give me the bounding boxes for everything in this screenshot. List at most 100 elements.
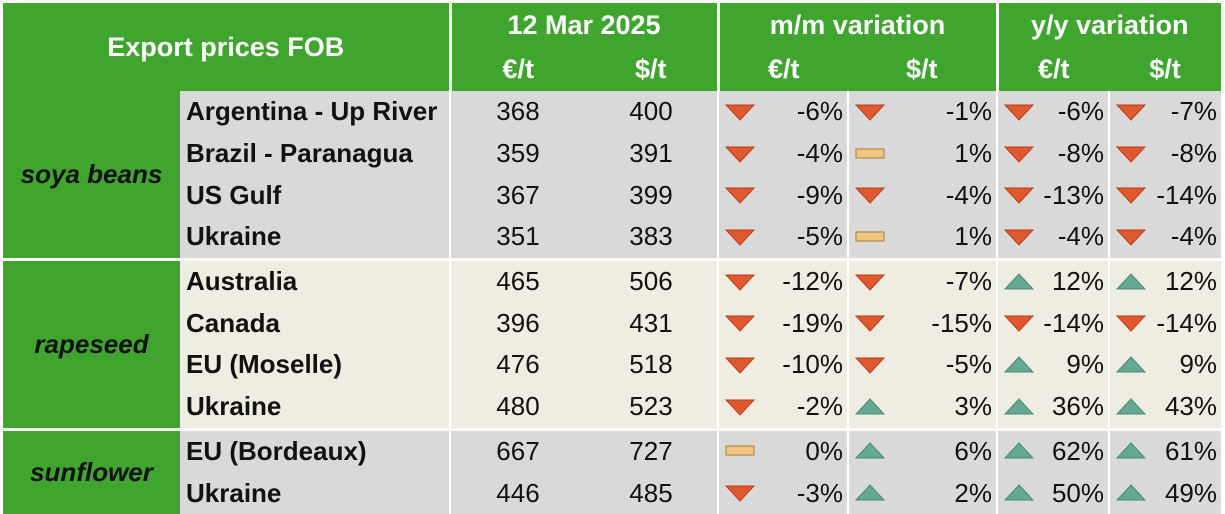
variation-yy-usd: 49% — [1107, 472, 1222, 514]
variation-value: -12% — [782, 266, 843, 297]
down-triangle-icon — [1004, 187, 1034, 204]
origin-label: Canada — [180, 302, 450, 345]
down-triangle-icon — [725, 229, 755, 246]
variation-value: -8% — [1057, 138, 1104, 169]
commodity-group-label: rapeseed — [3, 257, 180, 429]
price-eur: 465 — [449, 257, 585, 303]
up-triangle-icon — [1116, 484, 1146, 501]
up-triangle-icon — [1116, 397, 1146, 415]
variation-value: -5% — [796, 221, 843, 252]
variation-mm-usd: -1% — [847, 91, 997, 133]
eur-unit-header: €/t — [448, 47, 585, 91]
variation-value: 9% — [1066, 349, 1104, 380]
down-triangle-icon — [725, 187, 755, 204]
variation-value: -4% — [796, 138, 843, 169]
price-usd: 506 — [585, 257, 718, 303]
origin-label: Ukraine — [180, 385, 450, 429]
down-triangle-icon — [1004, 146, 1034, 163]
variation-yy-usd: -7% — [1107, 91, 1222, 133]
price-usd: 523 — [585, 385, 718, 429]
variation-value: 3% — [954, 391, 992, 422]
table-row: Ukraine 480 523 -2% 3% 36% 43% — [3, 385, 1222, 429]
variation-value: 12% — [1051, 266, 1104, 297]
flat-bar-icon — [855, 148, 885, 159]
variation-yy-eur: -14% — [996, 302, 1109, 345]
up-triangle-icon — [855, 397, 885, 415]
variation-value: -2% — [796, 391, 843, 422]
variation-mm-usd: -15% — [847, 302, 997, 345]
variation-yy-usd: -8% — [1107, 132, 1222, 175]
variation-mm-usd: 1% — [847, 132, 997, 175]
up-triangle-icon — [1004, 356, 1034, 373]
variation-mm-usd: 6% — [847, 427, 997, 473]
up-triangle-icon — [855, 484, 885, 501]
variation-yy-eur: 12% — [996, 257, 1109, 303]
usd-unit-header: $/t — [585, 47, 718, 91]
price-usd: 383 — [585, 216, 718, 260]
yy-usd-unit-header: $/t — [1109, 47, 1222, 91]
table-row: sunflower EU (Bordeaux) 667 727 0% 6% 62% 61% — [3, 427, 1222, 514]
price-usd: 391 — [585, 132, 718, 175]
mm-eur-unit-header: €/t — [716, 47, 848, 91]
down-triangle-icon — [1116, 315, 1146, 333]
price-usd: 400 — [585, 91, 718, 133]
variation-mm-eur: -12% — [717, 257, 848, 303]
price-eur: 359 — [449, 132, 585, 175]
variation-yy-usd: 43% — [1107, 385, 1222, 429]
price-eur: 667 — [449, 427, 585, 473]
variation-mm-usd: 1% — [847, 216, 997, 260]
mm-variation-header: m/m variation — [716, 3, 997, 47]
variation-yy-usd: -4% — [1107, 216, 1222, 260]
yy-eur-unit-header: €/t — [995, 47, 1109, 91]
variation-mm-eur: -10% — [717, 344, 848, 386]
up-triangle-icon — [1116, 356, 1146, 373]
table-row: Ukraine 446 485 -3% 2% 50% 49% — [3, 472, 1222, 514]
variation-value: -14% — [1156, 307, 1218, 338]
yy-variation-header: y/y variation — [995, 3, 1222, 47]
table-row: Ukraine 351 383 -5% 1% -4% -4% — [3, 216, 1222, 260]
variation-value: -6% — [1057, 96, 1104, 127]
variation-value: 2% — [954, 477, 992, 508]
table-title: Export prices FOB — [3, 3, 450, 91]
variation-value: -13% — [1043, 179, 1104, 210]
price-rows: soya beans Argentina - Up River 368 400 -6% -… — [3, 91, 1222, 514]
variation-mm-eur: -6% — [717, 91, 848, 133]
variation-mm-usd: 2% — [847, 472, 997, 514]
variation-value: 36% — [1051, 391, 1104, 422]
origin-label: US Gulf — [180, 174, 450, 217]
variation-mm-eur: -2% — [717, 385, 848, 429]
variation-mm-eur: -19% — [717, 302, 848, 345]
price-usd: 431 — [585, 302, 718, 345]
down-triangle-icon — [855, 104, 885, 121]
variation-value: -14% — [1156, 179, 1218, 210]
variation-value: 50% — [1051, 477, 1104, 508]
down-triangle-icon — [855, 357, 885, 374]
variation-value: -4% — [945, 179, 992, 210]
price-eur: 446 — [449, 472, 585, 514]
variation-mm-usd: -5% — [847, 344, 997, 386]
variation-yy-usd: 61% — [1107, 427, 1222, 473]
variation-value: 6% — [954, 435, 992, 466]
price-eur: 368 — [449, 91, 585, 133]
flat-bar-icon — [855, 231, 885, 242]
variation-value: -3% — [796, 477, 843, 508]
variation-value: 1% — [954, 221, 992, 252]
origin-label: EU (Bordeaux) — [180, 427, 450, 473]
up-triangle-icon — [1004, 442, 1034, 459]
down-triangle-icon — [725, 146, 755, 163]
variation-value: -14% — [1043, 307, 1104, 338]
down-triangle-icon — [725, 274, 755, 291]
variation-value: -9% — [796, 179, 843, 210]
down-triangle-icon — [855, 187, 885, 204]
down-triangle-icon — [1116, 104, 1146, 121]
table-row: US Gulf 367 399 -9% -4% -13% -14% — [3, 174, 1222, 217]
price-eur: 367 — [449, 174, 585, 217]
variation-value: -5% — [945, 349, 992, 380]
variation-mm-eur: -4% — [717, 132, 848, 175]
table-row: rapeseed Australia 465 506 -12% -7% 12% 12% — [3, 257, 1222, 429]
down-triangle-icon — [1004, 229, 1034, 246]
up-triangle-icon — [1116, 442, 1146, 459]
variation-value: -7% — [945, 266, 992, 297]
variation-yy-usd: 9% — [1107, 344, 1222, 386]
